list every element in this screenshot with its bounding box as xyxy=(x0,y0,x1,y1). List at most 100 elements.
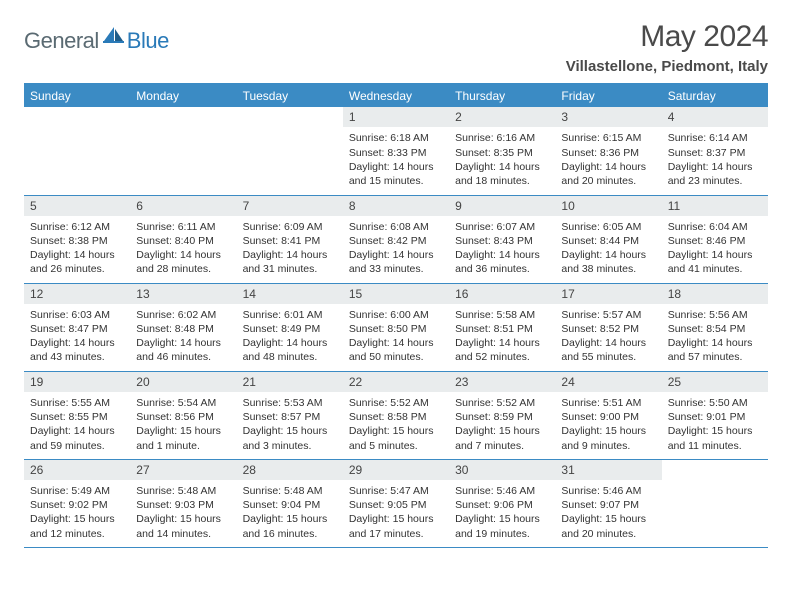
day-number: 10 xyxy=(555,196,661,216)
day-content: Sunrise: 5:58 AMSunset: 8:51 PMDaylight:… xyxy=(449,304,555,371)
calendar-body: ...... 1Sunrise: 6:18 AMSunset: 8:33 PMDa… xyxy=(24,107,768,547)
day-number: 11 xyxy=(662,196,768,216)
calendar-cell: 14Sunrise: 6:01 AMSunset: 8:49 PMDayligh… xyxy=(237,283,343,371)
calendar-cell: 20Sunrise: 5:54 AMSunset: 8:56 PMDayligh… xyxy=(130,371,236,459)
day-number: 17 xyxy=(555,284,661,304)
day-content: Sunrise: 5:55 AMSunset: 8:55 PMDaylight:… xyxy=(24,392,130,459)
calendar-cell: 4Sunrise: 6:14 AMSunset: 8:37 PMDaylight… xyxy=(662,107,768,195)
title-block: May 2024 Villastellone, Piedmont, Italy xyxy=(566,20,768,75)
calendar-header-row: Sunday Monday Tuesday Wednesday Thursday… xyxy=(24,84,768,107)
day-content: Sunrise: 6:16 AMSunset: 8:35 PMDaylight:… xyxy=(449,127,555,194)
calendar-cell: .. xyxy=(24,107,130,195)
day-content: Sunrise: 5:57 AMSunset: 8:52 PMDaylight:… xyxy=(555,304,661,371)
calendar-cell: 11Sunrise: 6:04 AMSunset: 8:46 PMDayligh… xyxy=(662,195,768,283)
day-content: Sunrise: 6:12 AMSunset: 8:38 PMDaylight:… xyxy=(24,216,130,283)
day-number: 24 xyxy=(555,372,661,392)
day-number: 28 xyxy=(237,460,343,480)
day-content: Sunrise: 5:46 AMSunset: 9:07 PMDaylight:… xyxy=(555,480,661,547)
calendar-cell: 25Sunrise: 5:50 AMSunset: 9:01 PMDayligh… xyxy=(662,371,768,459)
day-content: Sunrise: 6:15 AMSunset: 8:36 PMDaylight:… xyxy=(555,127,661,194)
calendar-cell: 23Sunrise: 5:52 AMSunset: 8:59 PMDayligh… xyxy=(449,371,555,459)
calendar-table: Sunday Monday Tuesday Wednesday Thursday… xyxy=(24,83,768,548)
calendar-cell: 26Sunrise: 5:49 AMSunset: 9:02 PMDayligh… xyxy=(24,459,130,547)
col-sunday: Sunday xyxy=(24,84,130,107)
calendar-cell: 10Sunrise: 6:05 AMSunset: 8:44 PMDayligh… xyxy=(555,195,661,283)
day-content: Sunrise: 6:00 AMSunset: 8:50 PMDaylight:… xyxy=(343,304,449,371)
calendar-cell: 9Sunrise: 6:07 AMSunset: 8:43 PMDaylight… xyxy=(449,195,555,283)
logo: General Blue xyxy=(24,20,169,55)
day-content: Sunrise: 6:18 AMSunset: 8:33 PMDaylight:… xyxy=(343,127,449,194)
calendar-row: 12Sunrise: 6:03 AMSunset: 8:47 PMDayligh… xyxy=(24,283,768,371)
day-content: Sunrise: 6:08 AMSunset: 8:42 PMDaylight:… xyxy=(343,216,449,283)
col-tuesday: Tuesday xyxy=(237,84,343,107)
header: General Blue May 2024 Villastellone, Pie… xyxy=(24,20,768,75)
day-number: 31 xyxy=(555,460,661,480)
day-content: Sunrise: 5:56 AMSunset: 8:54 PMDaylight:… xyxy=(662,304,768,371)
calendar-row: 19Sunrise: 5:55 AMSunset: 8:55 PMDayligh… xyxy=(24,371,768,459)
calendar-cell: 24Sunrise: 5:51 AMSunset: 9:00 PMDayligh… xyxy=(555,371,661,459)
calendar-cell: 31Sunrise: 5:46 AMSunset: 9:07 PMDayligh… xyxy=(555,459,661,547)
day-number: 20 xyxy=(130,372,236,392)
day-content: Sunrise: 5:51 AMSunset: 9:00 PMDaylight:… xyxy=(555,392,661,459)
day-number: 21 xyxy=(237,372,343,392)
day-number: 30 xyxy=(449,460,555,480)
calendar-row: ......1Sunrise: 6:18 AMSunset: 8:33 PMDa… xyxy=(24,107,768,195)
sail-icon xyxy=(103,26,125,49)
day-number: 26 xyxy=(24,460,130,480)
day-number: 18 xyxy=(662,284,768,304)
day-content: Sunrise: 6:11 AMSunset: 8:40 PMDaylight:… xyxy=(130,216,236,283)
logo-text-blue: Blue xyxy=(127,28,169,54)
day-content: Sunrise: 6:09 AMSunset: 8:41 PMDaylight:… xyxy=(237,216,343,283)
day-number: 4 xyxy=(662,107,768,127)
day-content: Sunrise: 6:07 AMSunset: 8:43 PMDaylight:… xyxy=(449,216,555,283)
day-number: 2 xyxy=(449,107,555,127)
calendar-row: 26Sunrise: 5:49 AMSunset: 9:02 PMDayligh… xyxy=(24,459,768,547)
calendar-cell: .. xyxy=(130,107,236,195)
col-saturday: Saturday xyxy=(662,84,768,107)
calendar-cell: 12Sunrise: 6:03 AMSunset: 8:47 PMDayligh… xyxy=(24,283,130,371)
day-content: Sunrise: 5:52 AMSunset: 8:58 PMDaylight:… xyxy=(343,392,449,459)
day-content: Sunrise: 5:52 AMSunset: 8:59 PMDaylight:… xyxy=(449,392,555,459)
day-number: 25 xyxy=(662,372,768,392)
day-content: Sunrise: 5:49 AMSunset: 9:02 PMDaylight:… xyxy=(24,480,130,547)
calendar-row: 5Sunrise: 6:12 AMSunset: 8:38 PMDaylight… xyxy=(24,195,768,283)
day-content: Sunrise: 5:46 AMSunset: 9:06 PMDaylight:… xyxy=(449,480,555,547)
day-number: 15 xyxy=(343,284,449,304)
calendar-cell: 29Sunrise: 5:47 AMSunset: 9:05 PMDayligh… xyxy=(343,459,449,547)
location-label: Villastellone, Piedmont, Italy xyxy=(566,58,768,75)
day-number: 29 xyxy=(343,460,449,480)
day-number: 5 xyxy=(24,196,130,216)
day-number: 22 xyxy=(343,372,449,392)
calendar-cell: 17Sunrise: 5:57 AMSunset: 8:52 PMDayligh… xyxy=(555,283,661,371)
day-content: Sunrise: 5:50 AMSunset: 9:01 PMDaylight:… xyxy=(662,392,768,459)
day-number: 1 xyxy=(343,107,449,127)
day-content: Sunrise: 5:48 AMSunset: 9:04 PMDaylight:… xyxy=(237,480,343,547)
day-number: 8 xyxy=(343,196,449,216)
calendar-cell: 16Sunrise: 5:58 AMSunset: 8:51 PMDayligh… xyxy=(449,283,555,371)
day-content: Sunrise: 5:47 AMSunset: 9:05 PMDaylight:… xyxy=(343,480,449,547)
calendar-cell: 28Sunrise: 5:48 AMSunset: 9:04 PMDayligh… xyxy=(237,459,343,547)
day-number: 12 xyxy=(24,284,130,304)
col-thursday: Thursday xyxy=(449,84,555,107)
day-number: 23 xyxy=(449,372,555,392)
calendar-cell: 13Sunrise: 6:02 AMSunset: 8:48 PMDayligh… xyxy=(130,283,236,371)
day-number: 27 xyxy=(130,460,236,480)
col-friday: Friday xyxy=(555,84,661,107)
calendar-cell: .. xyxy=(662,459,768,547)
day-content: Sunrise: 6:01 AMSunset: 8:49 PMDaylight:… xyxy=(237,304,343,371)
day-content: Sunrise: 5:54 AMSunset: 8:56 PMDaylight:… xyxy=(130,392,236,459)
calendar-cell: 1Sunrise: 6:18 AMSunset: 8:33 PMDaylight… xyxy=(343,107,449,195)
day-number: 13 xyxy=(130,284,236,304)
day-number: 7 xyxy=(237,196,343,216)
day-content: Sunrise: 6:05 AMSunset: 8:44 PMDaylight:… xyxy=(555,216,661,283)
calendar-cell: 21Sunrise: 5:53 AMSunset: 8:57 PMDayligh… xyxy=(237,371,343,459)
calendar-cell: 27Sunrise: 5:48 AMSunset: 9:03 PMDayligh… xyxy=(130,459,236,547)
calendar-cell: 6Sunrise: 6:11 AMSunset: 8:40 PMDaylight… xyxy=(130,195,236,283)
day-number: 9 xyxy=(449,196,555,216)
day-number: 19 xyxy=(24,372,130,392)
day-number: 16 xyxy=(449,284,555,304)
calendar-cell: 18Sunrise: 5:56 AMSunset: 8:54 PMDayligh… xyxy=(662,283,768,371)
calendar-cell: 2Sunrise: 6:16 AMSunset: 8:35 PMDaylight… xyxy=(449,107,555,195)
calendar-cell: 5Sunrise: 6:12 AMSunset: 8:38 PMDaylight… xyxy=(24,195,130,283)
day-number: 14 xyxy=(237,284,343,304)
